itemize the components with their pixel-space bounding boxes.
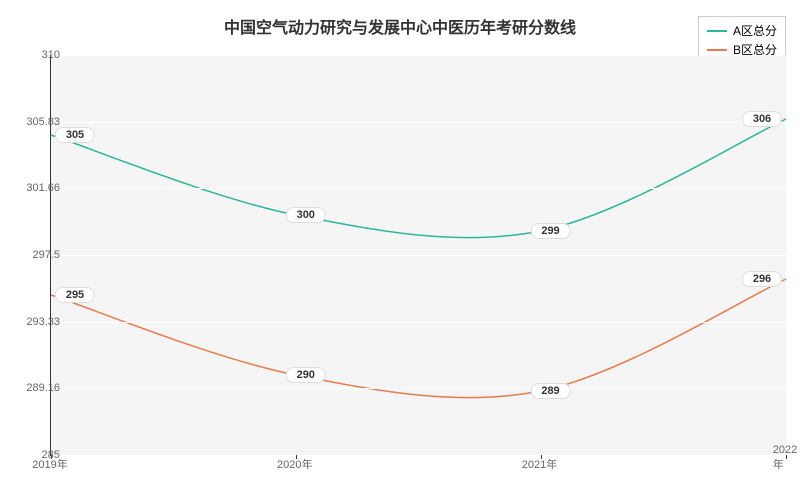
data-label: 299: [530, 223, 570, 239]
data-label: 305: [55, 127, 95, 143]
data-label: 296: [742, 271, 782, 287]
y-tick-label: 310: [20, 49, 60, 61]
chart-title: 中国空气动力研究与发展中心中医历年考研分数线: [224, 14, 576, 38]
grid-line: [51, 188, 786, 189]
x-tick-label: 2019年: [32, 456, 67, 472]
legend-label-a: A区总分: [733, 22, 777, 39]
x-tick-label: 2020年: [277, 456, 312, 472]
data-label: 295: [55, 287, 95, 303]
y-tick-label: 289.16: [20, 382, 60, 394]
y-tick-label: 297.5: [20, 249, 60, 261]
grid-line: [51, 455, 786, 456]
grid-line: [51, 55, 786, 56]
y-tick-label: 301.66: [20, 182, 60, 194]
y-tick-label: 293.33: [20, 316, 60, 328]
legend-swatch-a: [707, 30, 727, 32]
data-label: 306: [742, 111, 782, 127]
x-tick-label: 2021年: [522, 456, 557, 472]
data-label: 289: [530, 383, 570, 399]
series-a-line: [51, 119, 786, 238]
series-b-line: [51, 279, 786, 398]
grid-line: [51, 255, 786, 256]
grid-line: [51, 322, 786, 323]
x-tick-label: 2022年: [773, 444, 797, 472]
data-label: 300: [286, 207, 326, 223]
grid-line: [51, 388, 786, 389]
legend-swatch-b: [707, 49, 727, 51]
data-label: 290: [286, 367, 326, 383]
plot-area: 305 300 299 306 295 290 289 296: [50, 55, 786, 456]
legend-item-a: A区总分: [707, 21, 777, 40]
chart-container: 中国空气动力研究与发展中心中医历年考研分数线 A区总分 B区总分 3053002…: [0, 0, 800, 500]
grid-line: [51, 122, 786, 123]
y-tick-label: 305.83: [20, 116, 60, 128]
